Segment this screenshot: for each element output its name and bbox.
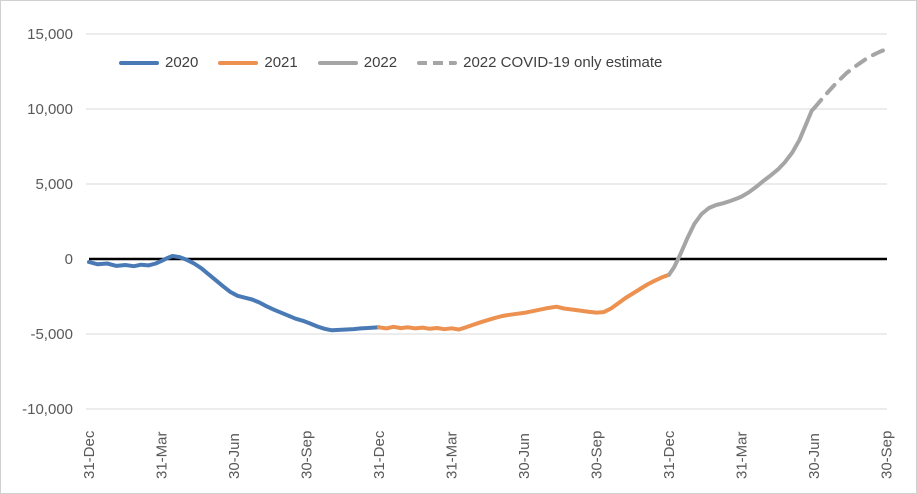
y-axis-tick-label: 10,000 [27, 101, 73, 118]
x-axis-tick-label: 30-Jun [516, 433, 533, 479]
legend-item-2021: 2021 [218, 53, 298, 73]
legend-item-2022: 2022 [317, 53, 398, 73]
series-line-2020 [87, 254, 381, 333]
x-axis-tick-label: 31-Dec [81, 430, 98, 479]
legend-item-2022-covid-estimate: 2022 COVID-19 only estimate [417, 53, 662, 73]
x-axis-tick-label: 31-Dec [371, 430, 388, 479]
x-axis-tick-label: 30-Sep [589, 431, 606, 479]
x-axis-tick-label: 31-Mar [154, 431, 171, 479]
x-axis-tick-label: 30-Jun [806, 433, 823, 479]
series-line-2022-covid-19-only-estimate [812, 47, 889, 111]
legend-label-2020: 2020 [165, 54, 199, 71]
y-axis-tick-label: 5,000 [35, 176, 73, 193]
x-axis-tick-label: 31-Dec [661, 430, 678, 479]
legend-item-2020: 2020 [119, 53, 198, 73]
legend-swatch-2022 [317, 61, 358, 65]
y-axis-tick-label: 0 [65, 251, 73, 268]
legend-swatch-2022-covid-estimate [417, 61, 458, 65]
y-axis-tick-label: 15,000 [27, 26, 73, 43]
x-axis-tick-label: 31-Mar [444, 431, 461, 479]
x-axis-tick-label: 31-Mar [734, 431, 751, 479]
x-axis-tick-label: 30-Sep [299, 431, 316, 479]
legend-swatch-2020 [119, 61, 159, 65]
chart-legend: 2020 2021 2022 2022 COVID-19 only estima… [119, 53, 662, 73]
y-axis-tick-label: -10,000 [22, 401, 73, 418]
legend-label-2022-covid-estimate: 2022 COVID-19 only estimate [463, 54, 663, 71]
series-line-2021 [377, 272, 671, 332]
x-axis-tick-label: 30-Sep [879, 431, 896, 479]
legend-swatch-2021 [218, 61, 259, 65]
x-axis-tick-label: 30-Jun [226, 433, 243, 479]
series-line-2022 [667, 106, 816, 277]
legend-label-2021: 2021 [264, 54, 298, 71]
legend-label-2022: 2022 [363, 54, 398, 71]
y-axis-tick-label: -5,000 [30, 326, 73, 343]
